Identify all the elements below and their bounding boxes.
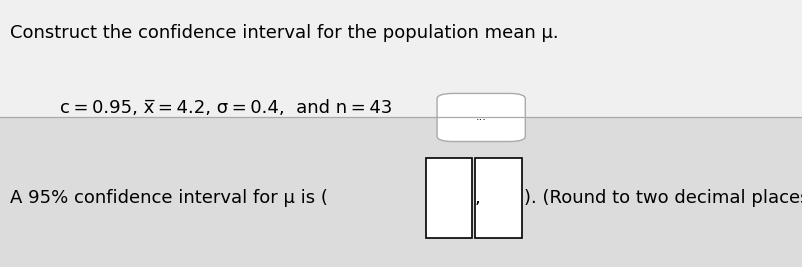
Bar [426,158,472,238]
Text: ...: ... [476,112,487,123]
Bar [476,158,522,238]
Text: c = 0.95, x̅ = 4.2, σ = 0.4,  and n = 43: c = 0.95, x̅ = 4.2, σ = 0.4, and n = 43 [60,99,392,117]
FancyBboxPatch shape [437,93,525,142]
Text: ). (Round to two decimal places as needed.): ). (Round to two decimal places as neede… [525,189,802,207]
Text: A 95% confidence interval for μ is (: A 95% confidence interval for μ is ( [10,189,327,207]
Bar [0,0,802,117]
Text: ,: , [475,189,480,207]
Bar [0,117,802,267]
Text: Construct the confidence interval for the population mean μ.: Construct the confidence interval for th… [10,24,558,42]
